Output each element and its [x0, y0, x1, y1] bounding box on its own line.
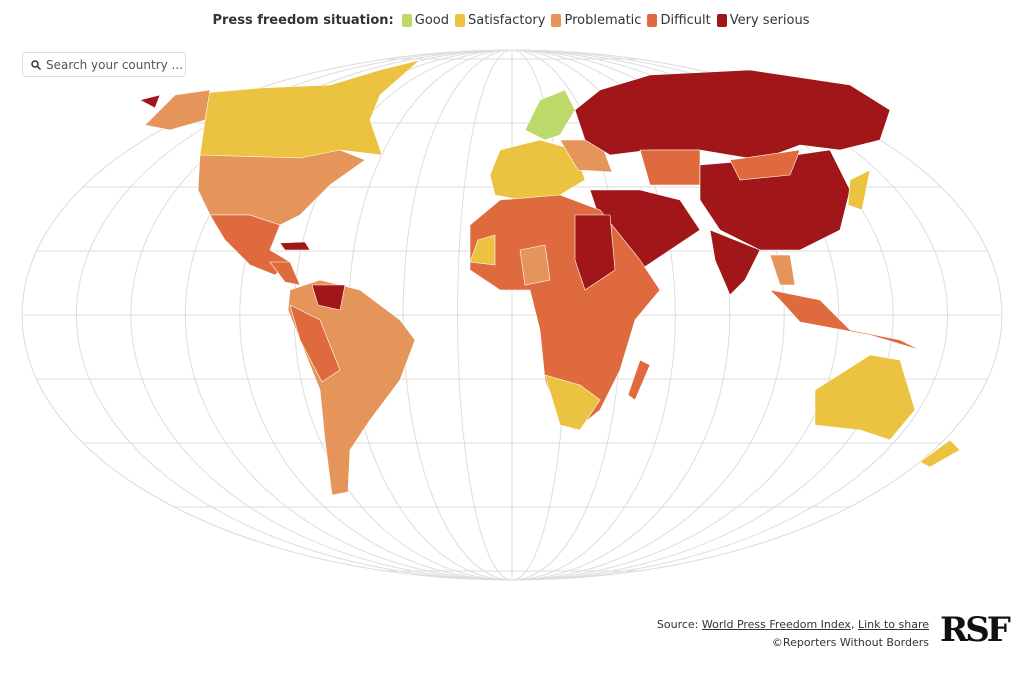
- share-link[interactable]: Link to share: [857, 618, 929, 631]
- country[interactable]: [639, 149, 701, 186]
- source-link[interactable]: World Press Freedom Index: [701, 618, 851, 631]
- legend-item[interactable]: Very serious: [716, 13, 810, 28]
- country[interactable]: [709, 229, 761, 296]
- separator: ,: [850, 618, 855, 631]
- legend-swatch: [716, 14, 727, 27]
- search-icon: [31, 59, 41, 70]
- country[interactable]: [574, 69, 891, 161]
- legend-swatch: [454, 14, 465, 27]
- country[interactable]: [769, 254, 796, 286]
- world-map: [21, 49, 1003, 581]
- country[interactable]: [627, 359, 651, 401]
- legend-label: Very serious: [729, 13, 810, 28]
- legend-item[interactable]: Difficult: [647, 13, 711, 28]
- search-placeholder: Search your country ...: [46, 57, 183, 72]
- country[interactable]: [179, 59, 421, 161]
- country[interactable]: [139, 94, 161, 109]
- country[interactable]: [269, 261, 301, 286]
- country[interactable]: [769, 289, 921, 351]
- country[interactable]: [287, 279, 416, 496]
- country[interactable]: [814, 354, 916, 441]
- logo: RSF: [940, 610, 1011, 650]
- country[interactable]: [311, 284, 346, 311]
- search-box[interactable]: Search your country ...: [22, 52, 186, 77]
- country[interactable]: [144, 89, 211, 131]
- legend-item[interactable]: Good: [401, 13, 449, 28]
- copyright: ©Reporters Without Borders: [771, 636, 929, 649]
- country[interactable]: [544, 374, 601, 431]
- country[interactable]: [279, 241, 311, 251]
- legend-item[interactable]: Problematic: [551, 13, 641, 28]
- legend-label: Problematic: [564, 13, 642, 28]
- legend-item[interactable]: Satisfactory: [454, 13, 546, 28]
- legend-swatch: [647, 14, 658, 27]
- country[interactable]: [574, 214, 616, 291]
- legend-swatch: [401, 14, 412, 27]
- legend-label: Satisfactory: [467, 13, 546, 28]
- country[interactable]: [847, 169, 871, 211]
- country[interactable]: [289, 304, 341, 383]
- source-label: Source:: [656, 618, 699, 631]
- legend-label: Difficult: [660, 13, 711, 28]
- legend-label: Good: [414, 13, 449, 28]
- country[interactable]: [524, 89, 576, 141]
- country[interactable]: [489, 139, 586, 201]
- country[interactable]: [197, 149, 366, 226]
- legend-title: Press freedom situation:: [212, 13, 394, 28]
- legend-swatch: [551, 14, 562, 27]
- country[interactable]: [519, 244, 551, 286]
- legend: Press freedom situation: Good Satisfactor…: [0, 13, 1024, 28]
- country[interactable]: [469, 234, 496, 266]
- country[interactable]: [729, 149, 801, 181]
- footer: Source: World Press Freedom Index, Link …: [657, 616, 929, 652]
- country[interactable]: [919, 439, 961, 468]
- globe-outline: [21, 49, 1003, 581]
- countries: [139, 59, 961, 496]
